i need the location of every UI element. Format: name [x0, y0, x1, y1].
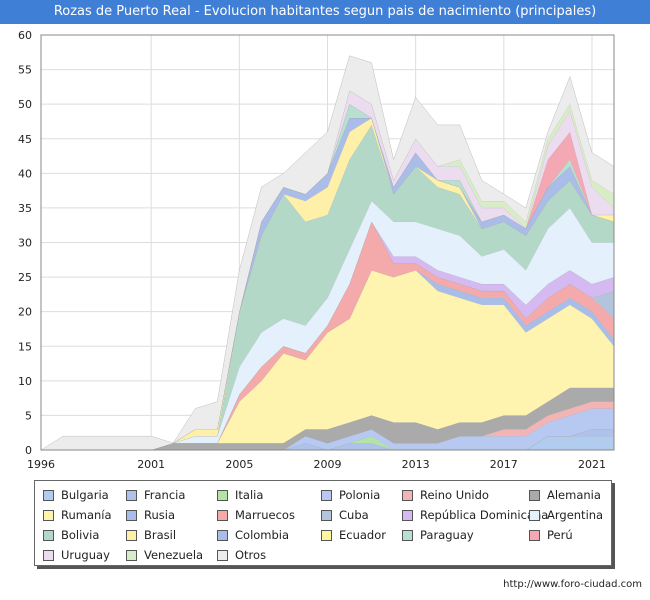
legend-swatch	[43, 550, 54, 561]
series-area-argentina	[41, 201, 614, 450]
legend-swatch	[217, 510, 228, 521]
legend-label: Colombia	[235, 528, 290, 542]
legend-swatch	[126, 530, 137, 541]
legend-label: Paraguay	[420, 528, 474, 542]
legend-swatch	[529, 510, 540, 521]
legend-label: Uruguay	[61, 548, 110, 562]
y-tick-label: 10	[18, 375, 32, 388]
y-tick-label: 15	[18, 340, 32, 353]
legend-swatch	[126, 550, 137, 561]
legend-swatch	[126, 490, 137, 501]
legend-label: Bulgaria	[61, 488, 109, 502]
x-tick-label: 2013	[402, 458, 430, 471]
legend-label: Italia	[235, 488, 264, 502]
legend-label: Otros	[235, 548, 267, 562]
series-area-venezuela	[41, 90, 614, 450]
series-edge-otros	[40, 55, 615, 451]
legend-swatch	[402, 510, 413, 521]
y-tick-label: 60	[18, 29, 32, 42]
legend-label: Rumanía	[61, 508, 112, 522]
y-tick-label: 30	[18, 237, 32, 250]
x-tick-label: 2001	[137, 458, 165, 471]
y-tick-label: 35	[18, 202, 32, 215]
legend-label: Rusia	[144, 508, 175, 522]
series-areas	[40, 55, 615, 451]
legend-swatch	[43, 510, 54, 521]
series-area-alemania	[41, 387, 614, 450]
y-tick-label: 50	[18, 98, 32, 111]
legend-swatch	[43, 530, 54, 541]
legend-label: Cuba	[339, 508, 369, 522]
legend-swatch	[217, 530, 228, 541]
legend-label: Venezuela	[144, 548, 204, 562]
series-area-colombia	[41, 118, 614, 450]
y-tick-label: 25	[18, 271, 32, 284]
axes: 0 5 10 15 20 25 30 35 40 45 50 55 60 1996 2001 2005 2009…	[18, 29, 615, 471]
legend: Bulgaria Francia Italia Polonia Reino Unido A…	[34, 480, 612, 566]
legend-label: Brasil	[144, 528, 177, 542]
legend-swatch	[321, 490, 332, 501]
x-tick-label: 2017	[490, 458, 518, 471]
legend-label: Francia	[144, 488, 186, 502]
legend-swatch	[217, 490, 228, 501]
legend-label: Argentina	[547, 508, 604, 522]
legend-swatch	[529, 490, 540, 501]
y-tick-label: 45	[18, 133, 32, 146]
legend-swatch	[402, 530, 413, 541]
y-tick-label: 0	[25, 444, 32, 457]
legend-label: Polonia	[339, 488, 381, 502]
legend-swatch	[529, 530, 540, 541]
legend-swatch	[217, 550, 228, 561]
legend-label: Reino Unido	[420, 488, 489, 502]
series-area-bolivia	[41, 124, 614, 451]
source-credit[interactable]: http://www.foro-ciudad.com	[503, 579, 642, 590]
legend-swatch	[321, 530, 332, 541]
area-chart: 0 5 10 15 20 25 30 35 40 45 50 55 60 1996 2001 2005 2009…	[18, 29, 615, 471]
series-area-polonia	[41, 408, 614, 450]
y-tick-label: 20	[18, 306, 32, 319]
x-tick-label: 2005	[225, 458, 253, 471]
legend-label: Perú	[547, 528, 573, 542]
y-tick-label: 5	[25, 409, 32, 422]
legend-swatch	[402, 490, 413, 501]
legend-label: República Dominicana	[420, 508, 549, 522]
chart-title: Rozas de Puerto Real - Evolucion habitan…	[0, 0, 650, 24]
x-tick-label: 2009	[314, 458, 342, 471]
legend-label: Marruecos	[235, 508, 295, 522]
series-area-rumania	[41, 270, 614, 450]
x-tick-label: 1996	[27, 458, 55, 471]
legend-label: Ecuador	[339, 528, 386, 542]
y-tick-label: 40	[18, 167, 32, 180]
legend-swatch	[321, 510, 332, 521]
plot-frame	[40, 34, 615, 451]
legend-swatch	[43, 490, 54, 501]
series-area-otros	[41, 55, 614, 450]
legend-label: Bolivia	[61, 528, 100, 542]
x-tick-label: 2021	[578, 458, 606, 471]
y-tick-label: 55	[18, 64, 32, 77]
legend-label: Alemania	[547, 488, 601, 502]
series-area-bulgaria	[41, 436, 614, 450]
legend-swatch	[126, 510, 137, 521]
